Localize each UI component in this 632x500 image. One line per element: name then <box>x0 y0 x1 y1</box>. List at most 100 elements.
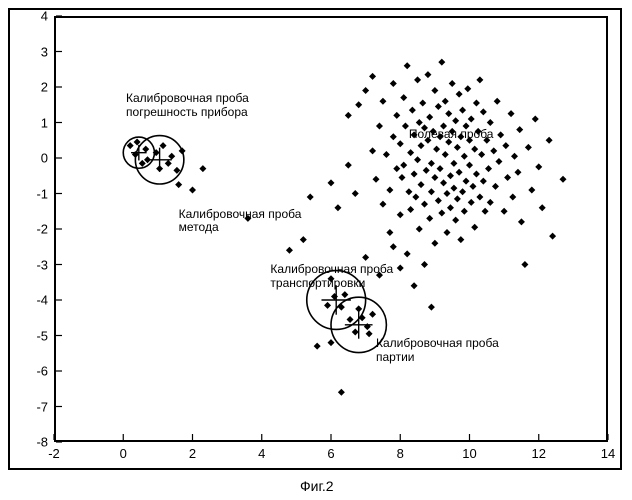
scatter-point <box>362 254 369 261</box>
y-tick-label: -5 <box>24 328 48 343</box>
scatter-point <box>189 186 196 193</box>
scatter-point <box>412 194 419 201</box>
scatter-point <box>447 172 454 179</box>
scatter-point <box>431 87 438 94</box>
scatter-point <box>418 181 425 188</box>
scatter-point <box>435 103 442 110</box>
scatter-point <box>160 142 167 149</box>
scatter-point <box>390 243 397 250</box>
scatter-point <box>431 174 438 181</box>
annotation-label: Полевая проба <box>409 128 494 142</box>
scatter-point <box>440 179 447 186</box>
scatter-point <box>509 194 516 201</box>
scatter-point <box>134 139 141 146</box>
x-tick-label: 6 <box>327 446 334 461</box>
scatter-point <box>419 99 426 106</box>
scatter-point <box>476 194 483 201</box>
scatter-point <box>411 282 418 289</box>
scatter-point <box>175 181 182 188</box>
scatter-point <box>373 176 380 183</box>
scatter-point <box>480 108 487 115</box>
scatter-point <box>452 217 459 224</box>
scatter-point <box>426 114 433 121</box>
scatter-point <box>328 179 335 186</box>
scatter-point <box>450 185 457 192</box>
scatter-point <box>366 330 373 337</box>
y-tick-label: -6 <box>24 364 48 379</box>
scatter-point <box>393 165 400 172</box>
y-tick-label: 0 <box>24 151 48 166</box>
scatter-point <box>433 146 440 153</box>
y-tick-label: -4 <box>24 293 48 308</box>
scatter-point <box>454 195 461 202</box>
scatter-point <box>457 236 464 243</box>
scatter-point <box>485 165 492 172</box>
scatter-point <box>504 174 511 181</box>
scatter-point <box>369 147 376 154</box>
scatter-point <box>424 71 431 78</box>
scatter-point <box>352 328 359 335</box>
chart-svg <box>0 0 632 500</box>
scatter-point <box>139 160 146 167</box>
scatter-point <box>416 226 423 233</box>
scatter-point <box>476 76 483 83</box>
x-tick-label: 0 <box>120 446 127 461</box>
scatter-point <box>416 119 423 126</box>
scatter-point <box>165 160 172 167</box>
x-tick-label: 12 <box>532 446 546 461</box>
scatter-point <box>324 302 331 309</box>
scatter-point <box>300 236 307 243</box>
scatter-point <box>511 153 518 160</box>
scatter-point <box>464 85 471 92</box>
scatter-point <box>452 117 459 124</box>
scatter-point <box>426 215 433 222</box>
scatter-point <box>549 233 556 240</box>
scatter-point <box>456 91 463 98</box>
scatter-point <box>497 131 504 138</box>
scatter-point <box>286 247 293 254</box>
scatter-point <box>376 123 383 130</box>
annotation-label: Калибровочная пробаметода <box>179 208 302 236</box>
scatter-point <box>478 151 485 158</box>
y-tick-label: 3 <box>24 44 48 59</box>
scatter-point <box>386 229 393 236</box>
annotation-label: Калибровочная пробатранспортировки <box>270 263 393 291</box>
y-tick-label: -8 <box>24 435 48 450</box>
scatter-point <box>495 158 502 165</box>
scatter-point <box>397 265 404 272</box>
scatter-point <box>307 194 314 201</box>
y-tick-label: 1 <box>24 115 48 130</box>
scatter-point <box>338 389 345 396</box>
scatter-point <box>404 250 411 257</box>
scatter-point <box>490 147 497 154</box>
scatter-point <box>397 211 404 218</box>
scatter-point <box>535 163 542 170</box>
scatter-point <box>445 110 452 117</box>
x-tick-label: -2 <box>48 446 60 461</box>
x-tick-label: 2 <box>189 446 196 461</box>
scatter-point <box>461 208 468 215</box>
scatter-point <box>400 162 407 169</box>
scatter-point <box>414 76 421 83</box>
scatter-point <box>168 153 175 160</box>
scatter-point <box>379 98 386 105</box>
scatter-point <box>397 140 404 147</box>
scatter-point <box>431 240 438 247</box>
scatter-point <box>393 112 400 119</box>
scatter-point <box>400 94 407 101</box>
scatter-point <box>328 339 335 346</box>
scatter-point <box>454 144 461 151</box>
scatter-point <box>331 293 338 300</box>
scatter-point <box>409 107 416 114</box>
scatter-point <box>482 208 489 215</box>
scatter-point <box>369 73 376 80</box>
scatter-point <box>407 206 414 213</box>
scatter-point <box>546 137 553 144</box>
scatter-point <box>345 162 352 169</box>
scatter-point <box>442 98 449 105</box>
scatter-point <box>438 210 445 217</box>
scatter-point <box>438 59 445 66</box>
scatter-point <box>421 201 428 208</box>
scatter-point <box>437 165 444 172</box>
x-tick-label: 4 <box>258 446 265 461</box>
